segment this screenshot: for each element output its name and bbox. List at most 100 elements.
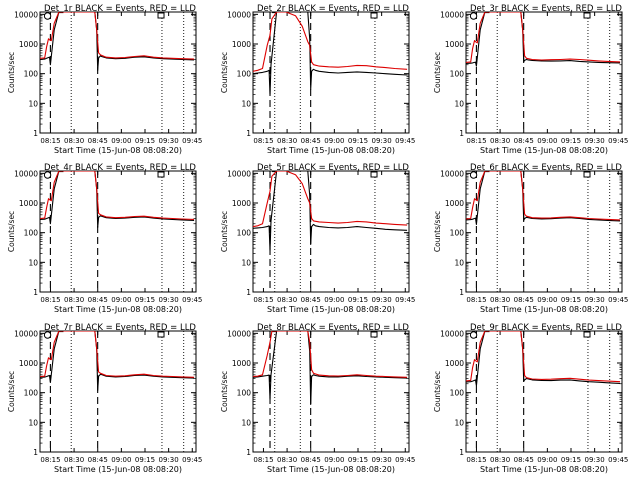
plot-frame: [39, 170, 197, 293]
series-line-lld: [253, 171, 408, 228]
series-line-events: [40, 331, 195, 391]
panel-title: Det_5r BLACK = Events, RED = LLD: [257, 163, 409, 173]
x-tick-label: 09:45: [608, 137, 628, 145]
y-tick-label: 1000: [19, 40, 38, 49]
x-axis-label: Start Time (15-Jun-08 08:08:20): [267, 146, 395, 155]
y-tick-label: 10: [241, 99, 251, 108]
x-tick-label: 09:00: [111, 137, 131, 145]
circle-marker: [469, 12, 478, 20]
x-tick-label: 08:15: [466, 137, 486, 145]
x-tick-label: 09:45: [395, 137, 415, 145]
y-axis-label: Counts/sec: [433, 211, 442, 252]
x-tick-label: 09:15: [561, 456, 581, 464]
x-axis-label: Start Time (15-Jun-08 08:08:20): [480, 146, 608, 155]
y-tick-label: 1000: [19, 199, 38, 208]
x-tick-label: 09:15: [348, 456, 368, 464]
series-line-events: [253, 12, 408, 95]
square-marker: [370, 12, 378, 19]
x-tick-label: 09:00: [537, 137, 557, 145]
x-axis-label: Start Time (15-Jun-08 08:08:20): [54, 465, 182, 474]
x-tick-label: 08:15: [466, 296, 486, 304]
panel-title: Det_2r BLACK = Events, RED = LLD: [257, 4, 409, 14]
y-axis-label: Counts/sec: [433, 52, 442, 93]
y-tick-label: 10: [454, 258, 464, 267]
x-tick-label: 09:30: [372, 296, 392, 304]
panel-det-5: Det_5r BLACK = Events, RED = LLD 1 10 100 10…: [220, 163, 415, 314]
x-tick-label: 09:30: [159, 456, 179, 464]
x-tick-label: 09:15: [561, 137, 581, 145]
x-tick-label: 09:15: [135, 456, 155, 464]
series-line-events: [40, 171, 195, 229]
y-tick-label: 1000: [445, 40, 464, 49]
square-marker: [583, 171, 591, 178]
series-line-events: [253, 331, 408, 406]
x-tick-label: 08:30: [277, 296, 297, 304]
panel-det-2: Det_2r BLACK = Events, RED = LLD 1 10 100 10…: [220, 4, 415, 155]
x-tick-label: 08:30: [490, 296, 510, 304]
x-tick-label: 09:30: [159, 137, 179, 145]
y-tick-label: 1000: [445, 199, 464, 208]
series-line-lld: [40, 331, 195, 378]
y-tick-label: 10: [241, 418, 251, 427]
y-tick-label: 1: [33, 448, 38, 457]
x-tick-label: 09:30: [585, 456, 605, 464]
x-tick-label: 08:30: [64, 456, 84, 464]
plot-area: [466, 331, 621, 452]
panel-title: Det_3r BLACK = Events, RED = LLD: [470, 4, 622, 14]
y-tick-label: 100: [237, 70, 252, 79]
x-tick-label: 09:00: [324, 456, 344, 464]
y-tick-label: 10000: [14, 10, 38, 19]
plot-area: [40, 171, 195, 292]
panel-det-8: Det_8r BLACK = Events, RED = LLD 1 10 100 10…: [220, 323, 415, 474]
x-tick-label: 08:15: [40, 456, 60, 464]
x-tick-label: 09:00: [324, 137, 344, 145]
y-tick-label: 1000: [19, 359, 38, 368]
x-tick-label: 09:45: [182, 456, 202, 464]
series-line-events: [466, 12, 621, 67]
x-tick-label: 08:45: [301, 456, 321, 464]
y-tick-label: 1: [33, 288, 38, 297]
x-tick-label: 09:30: [372, 456, 392, 464]
plot-area: [466, 12, 621, 133]
plot-frame: [465, 11, 623, 134]
x-tick-label: 09:00: [537, 296, 557, 304]
panel-title: Det_6r BLACK = Events, RED = LLD: [470, 163, 622, 173]
x-axis-label: Start Time (15-Jun-08 08:08:20): [480, 305, 608, 314]
y-tick-label: 10000: [440, 10, 464, 19]
panel-title: Det_8r BLACK = Events, RED = LLD: [257, 323, 409, 333]
x-tick-label: 09:00: [537, 456, 557, 464]
series-line-lld: [40, 12, 195, 60]
panel-det-4: Det_4r BLACK = Events, RED = LLD 1 10 100 10…: [7, 163, 202, 314]
x-tick-label: 09:00: [324, 296, 344, 304]
plot-area: [40, 331, 195, 452]
square-marker: [370, 331, 378, 338]
y-tick-label: 1000: [445, 359, 464, 368]
square-marker: [370, 171, 378, 178]
x-tick-label: 08:15: [253, 137, 273, 145]
circle-marker: [43, 171, 52, 179]
panel-title: Det_9r BLACK = Events, RED = LLD: [470, 323, 622, 333]
y-tick-label: 100: [450, 229, 465, 238]
panel-title: Det_1r BLACK = Events, RED = LLD: [44, 4, 196, 14]
x-tick-label: 08:45: [301, 137, 321, 145]
y-axis-label: Counts/sec: [433, 371, 442, 412]
x-tick-label: 08:45: [88, 296, 108, 304]
x-tick-label: 09:00: [111, 296, 131, 304]
plot-area: [253, 12, 408, 133]
series-line-events: [466, 331, 621, 387]
square-marker: [157, 171, 165, 178]
plot-area: [40, 12, 195, 133]
circle-marker: [469, 331, 478, 339]
circle-marker: [469, 171, 478, 179]
y-tick-label: 1: [33, 129, 38, 138]
x-tick-label: 08:45: [514, 296, 534, 304]
x-tick-label: 08:45: [514, 456, 534, 464]
y-tick-label: 10: [28, 258, 38, 267]
x-tick-label: 08:15: [253, 296, 273, 304]
panel-title: Det_4r BLACK = Events, RED = LLD: [44, 163, 196, 173]
x-tick-label: 09:45: [608, 456, 628, 464]
y-tick-label: 1000: [232, 40, 251, 49]
x-tick-label: 09:30: [585, 137, 605, 145]
y-tick-label: 10: [28, 99, 38, 108]
y-tick-label: 10000: [440, 329, 464, 338]
